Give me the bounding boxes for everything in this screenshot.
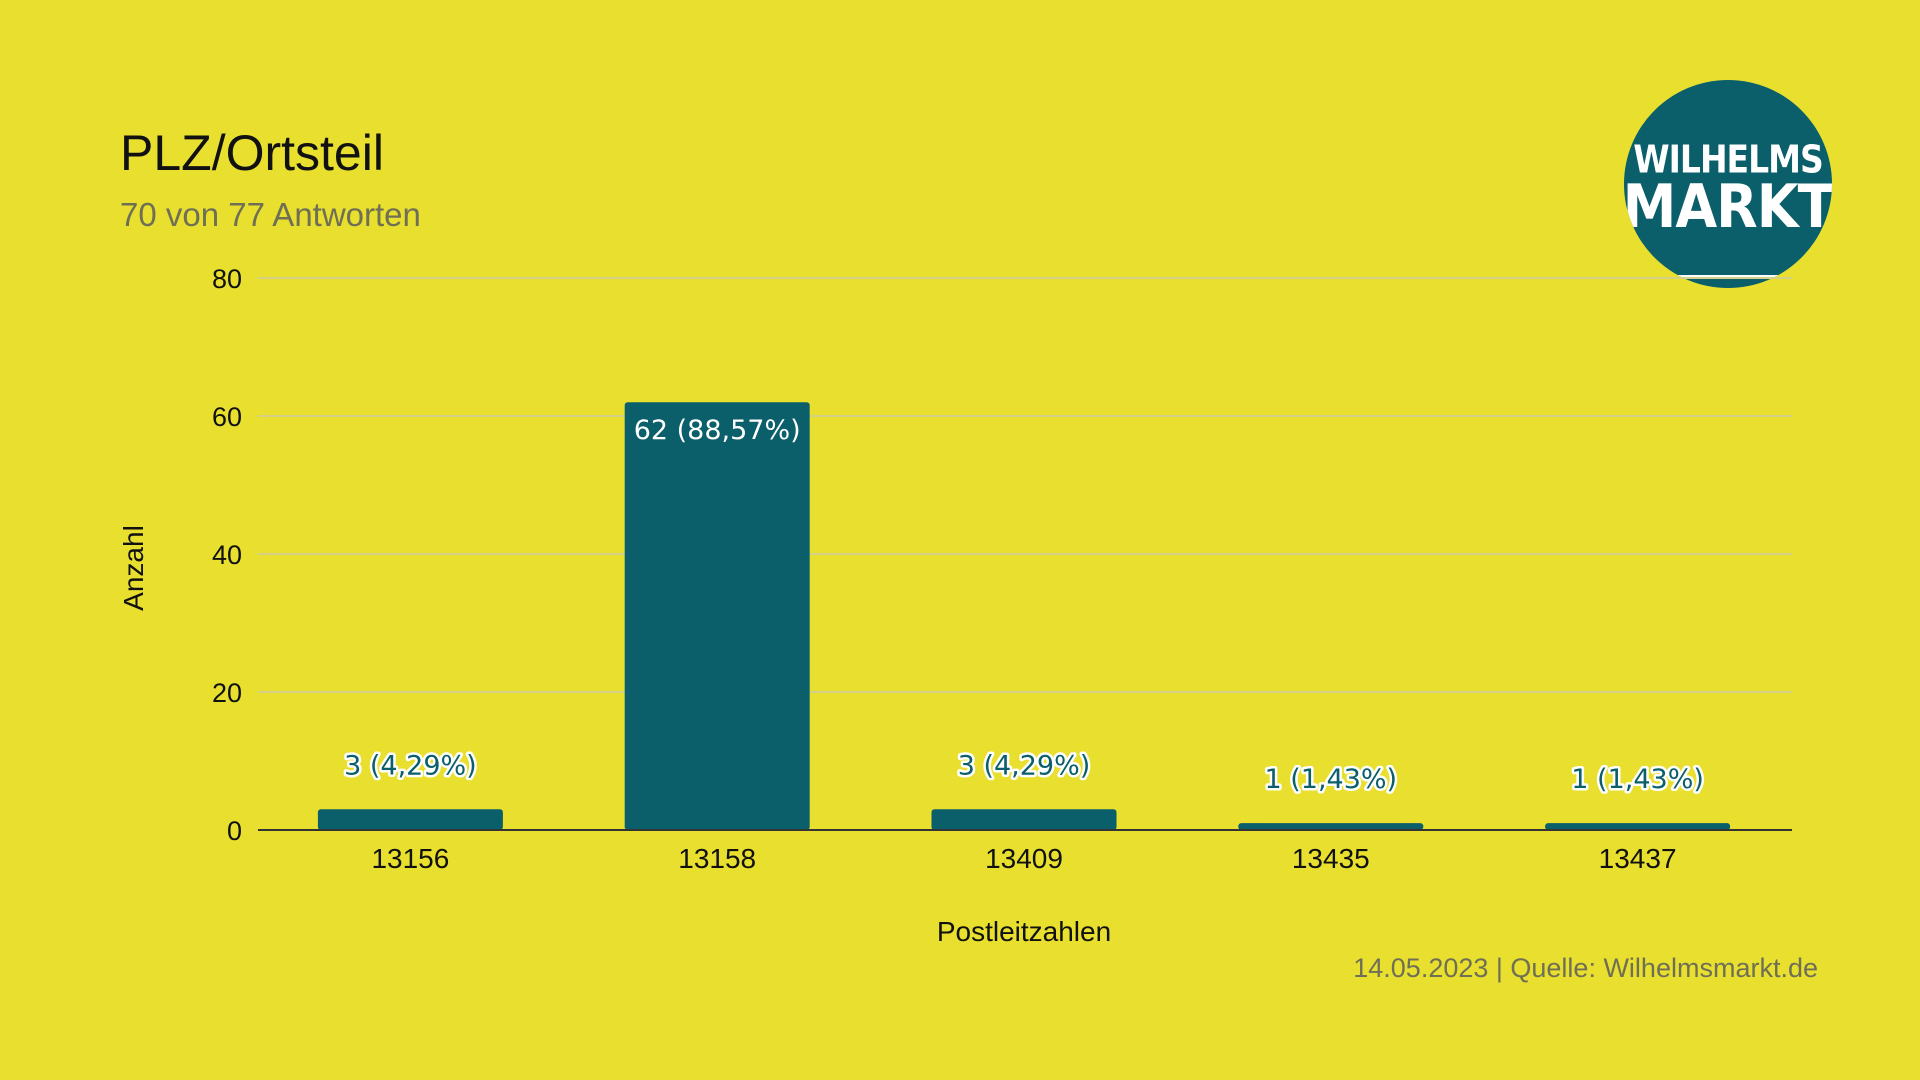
bar <box>317 809 503 830</box>
x-tick-label: 13409 <box>985 843 1063 874</box>
data-label: 3 (4,29%) <box>958 750 1091 781</box>
bar <box>931 809 1117 830</box>
x-tick-label: 13435 <box>1292 843 1370 874</box>
y-tick-labels: 0 20 40 60 80 <box>212 264 242 846</box>
data-label: 1 (1,43%) <box>1264 764 1397 795</box>
y-tick-label: 40 <box>212 540 242 570</box>
bars <box>317 402 1731 830</box>
data-label: 1 (1,43%) <box>1571 764 1704 795</box>
y-tick-label: 20 <box>212 678 242 708</box>
y-tick-label: 0 <box>227 816 242 846</box>
x-tick-label: 13156 <box>371 843 449 874</box>
chart-subtitle: 70 von 77 Antworten <box>120 196 421 233</box>
data-label: 3 (4,29%) <box>344 750 477 781</box>
logo-line-1: WILHELMS <box>1633 136 1824 182</box>
logo-line-2: MARKT <box>1624 171 1832 241</box>
y-axis-title: Anzahl <box>118 525 149 611</box>
x-tick-labels: 13156 13158 13409 13435 13437 <box>371 843 1676 874</box>
bar <box>624 402 810 830</box>
x-tick-label: 13437 <box>1599 843 1677 874</box>
y-tick-label: 80 <box>212 264 242 294</box>
x-tick-label: 13158 <box>678 843 756 874</box>
data-label: 62 (88,57%) <box>634 415 801 446</box>
bar <box>1545 823 1731 830</box>
wilhelmsmarkt-logo: WILHELMS MARKT <box>1624 80 1832 288</box>
y-tick-label: 60 <box>212 402 242 432</box>
x-axis-title: Postleitzahlen <box>937 916 1111 947</box>
source-footer: 14.05.2023 | Quelle: Wilhelmsmarkt.de <box>1353 953 1818 983</box>
bar <box>1238 823 1424 830</box>
gridlines <box>258 277 1792 693</box>
data-labels: 3 (4,29%) 62 (88,57%) 3 (4,29%) 1 (1,43%) 1 … <box>342 415 1707 797</box>
chart-title: PLZ/Ortsteil <box>120 125 384 181</box>
logo-underline <box>1654 275 1802 278</box>
